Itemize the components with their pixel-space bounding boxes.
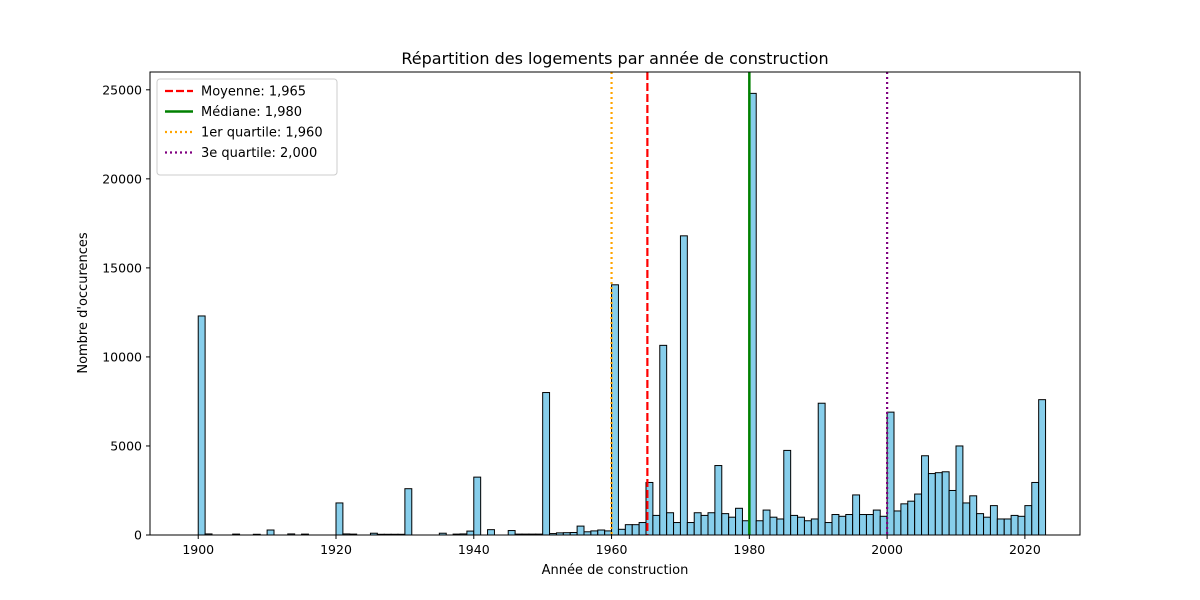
legend-label: Médiane: 1,980 <box>201 105 302 120</box>
reference-lines-group <box>610 72 889 535</box>
y-tick-label: 15000 <box>102 260 142 275</box>
histogram-bar <box>845 514 854 536</box>
histogram-bar <box>852 494 861 536</box>
histogram-bar <box>652 514 661 536</box>
x-tick-label: 1980 <box>733 542 765 557</box>
histogram-bar <box>721 513 730 536</box>
y-tick-label: 10000 <box>102 349 142 364</box>
histogram-bar <box>907 500 916 536</box>
histogram-bar <box>865 514 874 536</box>
x-tick-label: 1960 <box>596 542 628 557</box>
histogram-bar <box>466 530 475 536</box>
histogram-bar <box>996 518 1005 536</box>
plot-area-frame <box>149 71 1081 536</box>
histogram-bar <box>266 529 275 536</box>
histogram-bar <box>404 488 413 536</box>
histogram-bar <box>859 514 867 536</box>
histogram-bar <box>983 516 991 536</box>
histogram-bar <box>624 524 633 536</box>
histogram-bar <box>638 522 647 536</box>
histogram-bar <box>927 473 936 536</box>
y-axis-label: Nombre d'occurences <box>76 232 91 374</box>
histogram-bar <box>666 512 675 536</box>
histogram-bar <box>487 529 495 536</box>
histogram-bar <box>769 516 778 536</box>
histogram-bar <box>597 529 606 536</box>
histogram-bar <box>1017 515 1026 536</box>
histogram-bar <box>686 522 695 536</box>
histogram-bar <box>790 514 799 536</box>
histogram-bar <box>735 507 743 536</box>
histogram-bar <box>693 512 702 536</box>
histogram-bar <box>659 344 668 536</box>
y-tick-label: 25000 <box>102 82 142 97</box>
legend-box <box>156 78 338 176</box>
histogram-bar <box>1031 481 1040 536</box>
y-tick-label: 5000 <box>110 438 142 453</box>
legend-label: 3e quartile: 2,000 <box>201 146 317 161</box>
histogram-bar <box>969 495 978 536</box>
histogram-bar <box>921 455 929 536</box>
histogram-bar <box>707 512 716 536</box>
y-axis-ticks: 0 5000 10000 15000 20000 25000 <box>102 82 150 543</box>
histogram-bar <box>673 522 681 536</box>
histogram-bar <box>755 520 764 536</box>
histogram-bar <box>824 522 833 536</box>
histogram-bar <box>617 528 626 536</box>
histogram-bar <box>631 524 640 536</box>
histogram-bar <box>1024 505 1033 536</box>
x-tick-label: 2000 <box>871 542 903 557</box>
histogram-bar <box>1003 518 1012 536</box>
histogram-bar <box>714 465 723 536</box>
histogram-bar <box>728 516 737 536</box>
histogram-bar <box>679 235 688 536</box>
x-tick-label: 1940 <box>458 542 490 557</box>
histogram-bar <box>914 493 923 536</box>
legend-label: 1er quartile: 1,960 <box>201 126 323 141</box>
histogram-bar <box>783 449 792 536</box>
x-axis-label: Année de construction <box>542 563 689 578</box>
x-axis-ticks: 1900 1920 1940 1960 1980 2000 2020 <box>182 535 1041 557</box>
legend-label: Moyenne: 1,965 <box>201 85 306 100</box>
bars-group <box>197 92 1047 536</box>
histogram-bar <box>941 471 950 536</box>
histogram-bar <box>590 530 599 536</box>
histogram-bar <box>934 472 943 536</box>
histogram-bar <box>197 315 206 536</box>
histogram-bar <box>976 513 985 536</box>
histogram-bar <box>335 502 344 536</box>
histogram-bar <box>948 489 957 536</box>
histogram-bar <box>1038 399 1047 536</box>
histogram-bar <box>797 516 805 536</box>
histogram-bar <box>955 445 964 536</box>
histogram-bar <box>576 525 585 536</box>
histogram-bar <box>893 510 902 536</box>
legend: Moyenne: 1,965 Médiane: 1,980 1er quartile… <box>156 78 338 176</box>
histogram-bar <box>762 509 771 536</box>
histogram-bar <box>507 530 516 536</box>
x-tick-label: 2020 <box>1009 542 1041 557</box>
x-tick-label: 1900 <box>182 542 214 557</box>
histogram-bar <box>810 518 819 536</box>
histogram-bar <box>838 515 847 536</box>
x-tick-label: 1920 <box>320 542 352 557</box>
histogram-bar <box>803 520 812 536</box>
y-tick-label: 20000 <box>102 171 142 186</box>
histogram-bar <box>872 509 881 536</box>
chart-title: Répartition des logements par année de c… <box>401 49 828 68</box>
histogram-bar <box>473 476 482 536</box>
histogram-bar <box>900 503 909 536</box>
histogram-bar <box>962 502 971 536</box>
y-tick-label: 0 <box>134 528 142 543</box>
histogram-bar <box>831 514 840 536</box>
histogram-bar <box>700 514 709 536</box>
histogram-bar <box>817 402 826 536</box>
histogram-bar <box>989 505 998 536</box>
histogram-bar <box>542 392 551 536</box>
histogram-bar <box>1010 514 1019 536</box>
histogram-bar <box>776 518 785 536</box>
